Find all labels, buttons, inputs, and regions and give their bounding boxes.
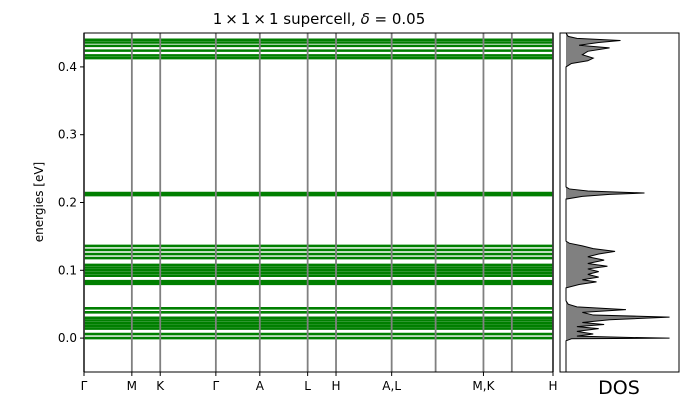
y-tick-label: 0.1 xyxy=(58,263,77,277)
dos-fill xyxy=(566,33,670,372)
chart-title-part: supercell, xyxy=(279,10,361,28)
x-tick-label: M,K xyxy=(472,379,495,393)
x-tick-label: H xyxy=(548,379,557,393)
band-plot: 0.0 0.1 0.2 0.3 0.4 Γ M K Γ A L H A,L M,K H xyxy=(58,32,558,393)
x-tick-label: L xyxy=(304,379,311,393)
x-tick-label: K xyxy=(156,379,165,393)
chart-title-part: = 0.05 xyxy=(370,10,426,28)
y-tick-label: 0.3 xyxy=(58,128,77,142)
chart-title: 1 × 1 × 1 supercell, δ = 0.05 xyxy=(213,10,426,28)
x-tick-label: Γ xyxy=(213,379,220,393)
x-tick-label: A,L xyxy=(382,379,401,393)
x-tick-label: A xyxy=(256,379,265,393)
x-tick-label: M xyxy=(127,379,137,393)
y-axis-label: energies [eV] xyxy=(32,162,46,242)
chart-title-part: × xyxy=(225,10,238,28)
chart-title-part: 1 xyxy=(213,10,223,28)
dos-plot xyxy=(559,32,680,373)
y-tick-label: 0.0 xyxy=(58,331,77,345)
chart-title-part: 1 xyxy=(241,10,251,28)
x-tick-label: Γ xyxy=(81,379,88,393)
chart-title-part: × xyxy=(253,10,266,28)
chart-title-part: δ xyxy=(361,10,370,28)
chart-title-part: 1 xyxy=(269,10,279,28)
y-tick-label: 0.2 xyxy=(58,196,77,210)
dos-frame xyxy=(559,32,680,373)
dos-curve xyxy=(565,32,670,372)
x-tick-label: H xyxy=(332,379,341,393)
y-tick-label: 0.4 xyxy=(58,60,77,74)
dos-axis-label: DOS xyxy=(598,377,640,399)
